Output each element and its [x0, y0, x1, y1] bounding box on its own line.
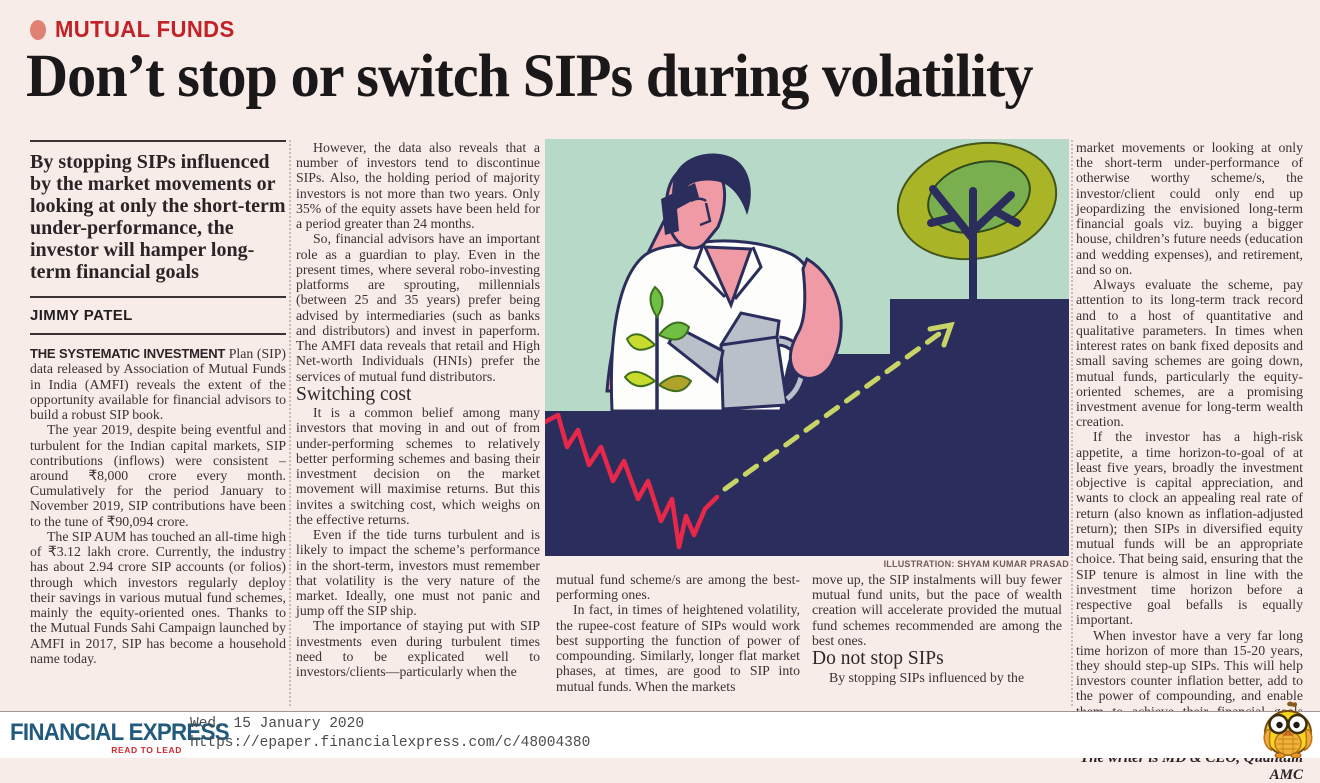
footer-bar: FINANCIAL EXPRESS READ TO LEAD Wed, 15 J…: [0, 701, 1320, 758]
logo-wordmark: FINANCIAL EXPRESS: [10, 719, 230, 746]
column-divider: [1071, 140, 1073, 706]
column-left: By stopping SIPs influenced by the marke…: [30, 140, 286, 666]
paragraph: The importance of staying put with SIP i…: [296, 618, 540, 680]
paragraph: mutual fund scheme/s are among the best-…: [556, 572, 800, 603]
subhead-switching-cost: Switching cost: [296, 383, 412, 405]
man-watering-illustration: [605, 153, 843, 413]
sapling-icon: [623, 285, 693, 411]
tree-icon: [896, 141, 1058, 308]
rule: [30, 140, 286, 142]
paragraph: The SIP AUM has touched an all-time high…: [30, 528, 286, 666]
paragraph: Always evaluate the scheme, pay attentio…: [1076, 277, 1303, 430]
byline: JIMMY PATEL: [30, 307, 133, 324]
owl-mascot-icon: [1263, 701, 1313, 758]
paragraph: If the investor has a high-risk appetite…: [1076, 429, 1303, 628]
paragraph-text: Plan (SIP) data released by Association …: [30, 346, 287, 423]
paragraph: It is a common belief among many investo…: [296, 405, 540, 527]
paragraph: THE SYSTEMATIC INVESTMENT Plan (SIP) dat…: [30, 346, 286, 422]
paragraph: By stopping SIPs influenced by the: [829, 669, 1025, 685]
lead-in: THE SYSTEMATIC INVESTMENT: [30, 346, 226, 361]
section-label: MUTUAL FUNDS: [55, 16, 235, 42]
paragraph: Even if the tide turns turbulent and is …: [296, 527, 540, 619]
logo-tagline: READ TO LEAD: [111, 745, 182, 755]
illustration-credit: ILLUSTRATION: SHYAM KUMAR PRASAD: [883, 559, 1069, 569]
article-illustration: [545, 139, 1069, 556]
article-headline: Don’t stop or switch SIPs during volatil…: [26, 43, 1034, 110]
column-two: However, the data also reveals that a nu…: [296, 140, 540, 679]
kicker-dot-icon: [30, 19, 46, 40]
column-right: market movements or looking at only the …: [1076, 140, 1303, 783]
section-kicker: MUTUAL FUNDS: [30, 16, 242, 43]
declining-chart-line: [545, 412, 720, 550]
body-text-col1: THE SYSTEMATIC INVESTMENT Plan (SIP) dat…: [30, 346, 286, 666]
footer-url[interactable]: https://epaper.financialexpress.com/c/48…: [190, 734, 591, 751]
paragraph: So, financial advisors have an important…: [296, 231, 540, 384]
paragraph: In fact, in times of heightened volatili…: [556, 602, 800, 694]
footer-date: Wed, 15 January 2020: [190, 716, 365, 732]
paragraph: However, the data also reveals that a nu…: [296, 140, 540, 232]
column-below-right: move up, the SIP instalments will buy fe…: [812, 572, 1062, 685]
paragraph: move up, the SIP instalments will buy fe…: [812, 572, 1062, 648]
rule: [30, 333, 286, 335]
paragraph: The year 2019, despite being eventful an…: [30, 422, 286, 529]
rule: [30, 296, 286, 298]
paragraph: market movements or looking at only the …: [1076, 140, 1303, 277]
column-below-left: mutual fund scheme/s are among the best-…: [556, 572, 800, 694]
subhead-do-not-stop-sips: Do not stop SIPs: [812, 648, 944, 670]
footer-meta: Wed, 15 January 2020 https://epaper.fina…: [190, 715, 590, 752]
rising-arrow: [722, 321, 955, 492]
standfirst: By stopping SIPs influenced by the marke…: [30, 151, 286, 283]
financial-express-logo[interactable]: FINANCIAL EXPRESS READ TO LEAD: [10, 719, 230, 755]
column-divider: [289, 140, 291, 706]
